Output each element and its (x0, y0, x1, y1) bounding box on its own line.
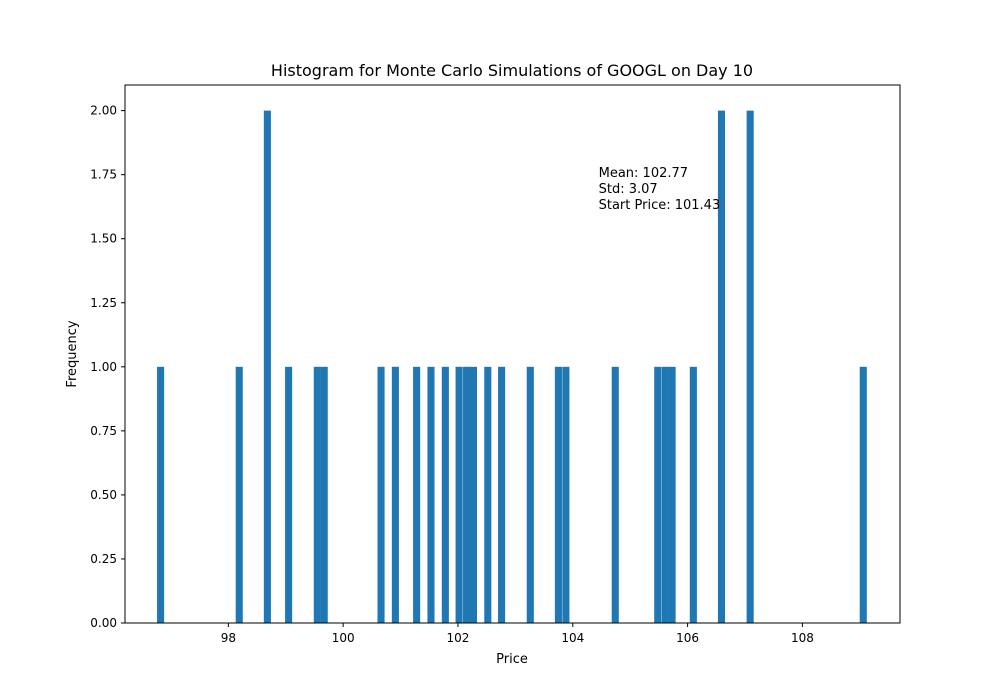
x-tick-label: 106 (676, 631, 699, 645)
chart-title: Histogram for Monte Carlo Simulations of… (271, 61, 753, 80)
plot-frame (124, 84, 901, 624)
x-tick-label: 104 (561, 631, 584, 645)
histogram-bar (285, 366, 293, 623)
annotation-line: Std: 3.07 (599, 182, 658, 197)
annotation-line: Mean: 102.77 (599, 166, 688, 181)
x-axis-label: Price (496, 652, 528, 667)
x-tick-label: 100 (332, 631, 355, 645)
bars-group (157, 110, 867, 624)
histogram-bar (391, 366, 399, 623)
histogram-bar (554, 366, 562, 623)
histogram-bar (427, 366, 435, 623)
histogram-bar (526, 366, 534, 623)
y-tick-label: 0.25 (90, 552, 117, 566)
histogram-bar (313, 366, 321, 623)
y-tick-label: 0.75 (90, 424, 117, 438)
histogram-bar (611, 366, 619, 623)
histogram-bar (463, 366, 471, 623)
y-axis-ticks: 0.00 0.25 0.50 0.75 1.00 1.25 1.50 1.75 2.00 (90, 104, 125, 630)
x-tick-label: 108 (791, 631, 814, 645)
x-axis-ticks: 98 100 102 104 106 108 (221, 623, 814, 645)
histogram-bar (320, 366, 328, 623)
histogram-bar (717, 110, 726, 624)
histogram-bar (654, 366, 662, 623)
histogram-bar (661, 366, 669, 623)
histogram-bar (157, 366, 165, 623)
histogram-bar (689, 366, 697, 623)
histogram-bar (455, 366, 463, 623)
histogram-bar (413, 366, 421, 623)
histogram-bar (859, 366, 867, 623)
histogram-bar (562, 366, 570, 623)
histogram-bar (668, 366, 676, 623)
y-tick-label: 1.50 (90, 232, 117, 246)
histogram-bar (263, 110, 271, 624)
x-tick-label: 102 (447, 631, 470, 645)
y-axis-label: Frequency (65, 320, 80, 387)
histogram-bar (441, 366, 449, 623)
histogram-bar (469, 366, 478, 623)
y-tick-label: 2.00 (90, 104, 117, 118)
histogram-bar (746, 110, 754, 624)
y-tick-label: 1.25 (90, 296, 117, 310)
histogram-bar (484, 366, 492, 623)
histogram-bar (377, 366, 385, 623)
y-tick-label: 0.00 (90, 616, 117, 630)
stats-annotation: Mean: 102.77 Std: 3.07 Start Price: 101.43 (599, 166, 721, 213)
y-tick-label: 0.50 (90, 488, 117, 502)
y-tick-label: 1.75 (90, 168, 117, 182)
histogram-bar (235, 366, 243, 623)
x-tick-label: 98 (221, 631, 236, 645)
annotation-line: Start Price: 101.43 (599, 198, 721, 213)
histogram-bar (498, 366, 506, 623)
y-tick-label: 1.00 (90, 360, 117, 374)
